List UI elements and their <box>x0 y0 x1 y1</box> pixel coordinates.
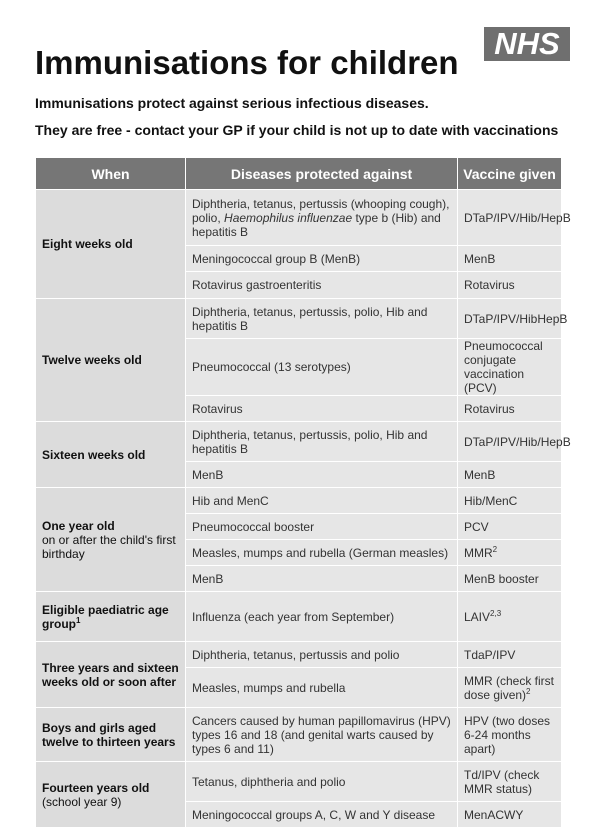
intro-line-1: Immunisations protect against serious in… <box>35 95 429 111</box>
vaccine-cell: DTaP/IPV/HibHepB <box>457 298 567 339</box>
table-row: Rotavirus gastroenteritis Rotavirus <box>36 271 562 299</box>
when-label: Fourteen years old <box>42 780 150 795</box>
vaccine-cell: Rotavirus <box>457 271 562 299</box>
vaccine-text: MMR <box>464 545 493 560</box>
header-when: When <box>35 157 186 190</box>
table-row: Pneumococcal (13 serotypes) Pneumococcal… <box>36 338 562 396</box>
footnote-ref: 1 <box>76 615 81 625</box>
disease-text: type b (Hib) and hepatitis B <box>192 210 441 239</box>
vaccine-cell: MMR (check first dose given)2 <box>457 667 562 708</box>
disease-cell: Hib and MenC <box>185 487 458 514</box>
table-row: Fourteen years old (school year 9) Tetanu… <box>35 761 562 828</box>
disease-cell: Diphtheria, tetanus, pertussis and polio <box>185 641 458 668</box>
header-vaccine: Vaccine given <box>457 157 562 190</box>
disease-cell: Diphtheria, tetanus, pertussis (whooping… <box>185 189 458 246</box>
when-label: Sixteen weeks old <box>42 447 146 462</box>
disease-cell: Tetanus, diphtheria and polio <box>185 761 458 802</box>
disease-cell: Rotavirus gastroenteritis <box>185 271 458 299</box>
when-label: One year old <box>42 518 115 533</box>
when-sublabel: on or after the child's first birthday <box>42 532 176 561</box>
table-row: Three years and sixteen weeks old or soo… <box>35 641 562 708</box>
table-row: Meningococcal groups A, C, W and Y disea… <box>36 801 562 828</box>
table-row: Boys and girls aged twelve to thirteen y… <box>35 707 562 762</box>
vaccine-cell: TdaP/IPV <box>457 641 562 668</box>
disease-cell: Measles, mumps and rubella <box>185 667 458 708</box>
immunisation-schedule-table: When Diseases protected against Vaccine … <box>35 157 571 828</box>
table-row: MenB MenB booster <box>36 565 562 592</box>
when-label: Three years and sixteen weeks old or soo… <box>42 660 179 689</box>
vaccine-cell: MenB <box>457 245 562 272</box>
page-title: Immunisations for children <box>35 44 459 81</box>
footnote-ref: 2 <box>492 544 498 554</box>
table-row: Rotavirus Rotavirus <box>36 395 562 422</box>
table-row: Pneumococcal booster PCV <box>36 513 562 540</box>
when-label: Eligible paediatric age group <box>42 602 169 631</box>
vaccine-cell: LAIV2,3 <box>457 591 562 642</box>
vaccine-cell: DTaP/IPV/Hib/HepB <box>457 421 571 462</box>
when-label: Boys and girls aged twelve to thirteen y… <box>42 720 176 749</box>
disease-cell: Meningococcal groups A, C, W and Y disea… <box>185 801 458 828</box>
table-row: Eight weeks old Diphtheria, tetanus, per… <box>35 189 571 299</box>
disease-cell: MenB <box>185 565 458 592</box>
when-cell: Three years and sixteen weeks old or soo… <box>35 641 186 708</box>
disease-italic-text: Haemophilus influenzae <box>224 210 353 225</box>
when-cell: Sixteen weeks old <box>35 421 186 488</box>
disease-text: Diphtheria, tetanus, pertussis (whooping… <box>192 196 450 225</box>
vaccine-text: MMR (check first dose given) <box>464 673 554 702</box>
when-label: Twelve weeks old <box>42 353 142 367</box>
vaccine-cell: Hib/MenC <box>457 487 562 514</box>
nhs-logo: NHS <box>484 27 570 61</box>
disease-cell: Pneumococcal booster <box>185 513 458 540</box>
when-cell: Boys and girls aged twelve to thirteen y… <box>35 707 186 762</box>
when-sublabel: (school year 9) <box>42 794 122 809</box>
vaccine-cell: MenB booster <box>457 565 562 592</box>
disease-cell: Influenza (each year from September) <box>185 591 458 642</box>
disease-cell: MenB <box>185 461 458 488</box>
when-label: Eight weeks old <box>42 237 133 251</box>
when-cell: Twelve weeks old <box>35 298 186 422</box>
vaccine-cell: Td/IPV (check MMR status) <box>457 761 562 802</box>
when-cell: Eight weeks old <box>35 189 186 299</box>
disease-cell: Diphtheria, tetanus, pertussis, polio, H… <box>185 421 458 462</box>
vaccine-cell: MenACWY <box>457 801 562 828</box>
table-row: Measles, mumps and rubella MMR (check fi… <box>36 667 562 708</box>
disease-cell: Meningococcal group B (MenB) <box>185 245 458 272</box>
table-row: Twelve weeks old Diphtheria, tetanus, pe… <box>35 298 567 422</box>
table-row: One year old on or after the child's firs… <box>35 487 562 592</box>
vaccine-cell: PCV <box>457 513 562 540</box>
vaccine-cell: HPV (two doses 6-24 months apart) <box>457 707 562 762</box>
disease-cell: Cancers caused by human papillomavirus (… <box>185 707 458 762</box>
table-row: Eligible paediatric age group1 Influenza… <box>35 591 562 642</box>
vaccine-cell: MMR2 <box>457 539 562 566</box>
footnote-ref: 2,3 <box>490 608 502 618</box>
disease-cell: Rotavirus <box>185 395 458 422</box>
intro-line-2: They are free - contact your GP if your … <box>35 122 559 138</box>
vaccine-text: LAIV <box>464 609 491 624</box>
vaccine-cell: DTaP/IPV/Hib/HepB <box>457 189 571 246</box>
when-cell: Eligible paediatric age group1 <box>35 591 186 642</box>
table-row: Meningococcal group B (MenB) MenB <box>36 245 562 272</box>
when-cell: Fourteen years old (school year 9) <box>35 761 186 828</box>
disease-cell: Measles, mumps and rubella (German measl… <box>185 539 458 566</box>
vaccine-cell: MenB <box>457 461 562 488</box>
footnote-ref: 2 <box>526 686 531 696</box>
vaccine-cell: Pneumococcal conjugate vaccination (PCV) <box>457 338 562 396</box>
header-diseases: Diseases protected against <box>185 157 458 190</box>
disease-cell: Diphtheria, tetanus, pertussis, polio, H… <box>185 298 458 339</box>
when-cell: One year old on or after the child's firs… <box>35 487 186 592</box>
vaccine-cell: Rotavirus <box>457 395 562 422</box>
disease-cell: Pneumococcal (13 serotypes) <box>185 338 458 396</box>
table-row: Sixteen weeks old Diphtheria, tetanus, p… <box>35 421 571 488</box>
table-header-row: When Diseases protected against Vaccine … <box>35 157 562 190</box>
